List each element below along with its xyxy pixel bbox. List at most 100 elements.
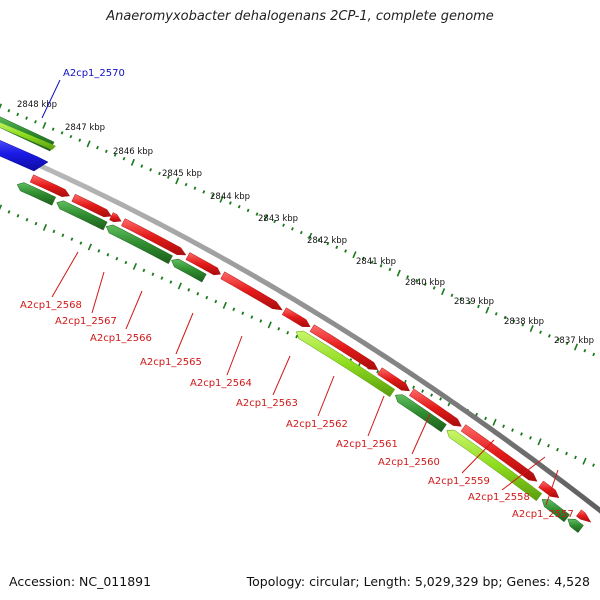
outer-tick-15: [130, 158, 135, 166]
reverse-gene-8[interactable]: [541, 499, 570, 523]
gene-leader-line-a2cp1_2562: [317, 375, 335, 417]
forward-gene-4[interactable]: [121, 218, 187, 256]
outer-tick-28: [246, 208, 250, 213]
outer-tick-24: [211, 193, 215, 198]
outer-tick-1: [7, 108, 11, 113]
inner-tick-57: [511, 428, 514, 432]
gene-label-a2cp1_2562[interactable]: A2cp1_2562: [286, 419, 348, 430]
inner-tick-20: [177, 282, 182, 290]
gene-label-a2cp1_2557[interactable]: A2cp1_2557: [512, 509, 574, 520]
outer-tick-49: [432, 286, 436, 290]
inner-tick-21: [187, 288, 191, 292]
reverse-gene-4[interactable]: [171, 258, 207, 283]
outer-tick-44: [388, 267, 392, 272]
gene-label-a2cp1_2564[interactable]: A2cp1_2564: [190, 378, 252, 389]
outer-tick-39: [344, 249, 348, 253]
forward-gene-3[interactable]: [109, 212, 122, 223]
forward-gene-6[interactable]: [220, 271, 283, 311]
gene-label-a2cp1_2565[interactable]: A2cp1_2565: [140, 357, 202, 368]
reverse-gene-7[interactable]: [446, 429, 543, 502]
gene-label-a2cp1_2563[interactable]: A2cp1_2563: [236, 398, 298, 409]
reverse-gene-2[interactable]: [56, 200, 108, 231]
inner-tick-18: [160, 276, 164, 280]
forward-gene-2[interactable]: [71, 193, 112, 218]
forward-gene-1[interactable]: [29, 174, 71, 197]
outer-tick-55: [485, 306, 490, 314]
outer-tick-23: [202, 190, 206, 194]
outer-tick-14: [122, 156, 126, 161]
kbp-label-8: 2840 kbp: [405, 278, 445, 288]
inner-tick-64: [574, 455, 577, 460]
forward-gene-11[interactable]: [460, 424, 538, 482]
kbp-label-10: 2838 kbp: [504, 317, 544, 327]
gene-label-a2cp1_2559[interactable]: A2cp1_2559: [428, 476, 490, 487]
gene-label-a2cp1_2560[interactable]: A2cp1_2560: [378, 457, 440, 468]
outer-tick-42: [370, 260, 374, 264]
inner-tick-30: [267, 321, 272, 329]
reverse-gene-6[interactable]: [394, 394, 447, 433]
inner-tick-55: [492, 418, 497, 426]
outer-tick-51: [450, 293, 454, 298]
gene-label-a2cp1_2567[interactable]: A2cp1_2567: [55, 316, 117, 327]
gene-label-a2cp1_2570[interactable]: A2cp1_2570: [63, 68, 125, 79]
forward-gene-12[interactable]: [538, 480, 560, 499]
reverse-gene-upper-highlight[interactable]: [0, 120, 56, 150]
outer-tick-10: [86, 140, 91, 148]
inner-tick-66: [592, 463, 595, 467]
outer-tick-8: [69, 134, 73, 139]
outer-tick-36: [317, 238, 321, 242]
gene-leader-line-a2cp1_2561: [367, 395, 385, 437]
gene-leader-line-a2cp1_2558: [501, 456, 546, 491]
selected-gene-a2cp1-2570[interactable]: [0, 136, 49, 172]
inner-tick-0: [0, 204, 3, 210]
kbp-label-3: 2845 kbp: [162, 169, 202, 179]
inner-tick-26: [232, 307, 236, 312]
gene-label-a2cp1_2558[interactable]: A2cp1_2558: [468, 492, 530, 503]
forward-gene-13[interactable]: [576, 509, 592, 523]
forward-gene-9[interactable]: [377, 367, 411, 392]
inner-tick-47: [421, 389, 425, 393]
outer-tick-16: [140, 164, 144, 168]
outer-tick-3: [25, 116, 29, 120]
inner-tick-42: [376, 369, 380, 374]
gene-leader-line-a2cp1_2560: [411, 413, 431, 455]
inner-tick-3: [25, 217, 29, 222]
kbp-label-9: 2839 kbp: [454, 297, 494, 307]
inner-tick-7: [61, 233, 65, 238]
outer-tick-37: [326, 241, 330, 246]
outer-tick-63: [556, 337, 560, 342]
outer-tick-54: [477, 304, 480, 309]
inner-tick-48: [430, 393, 434, 397]
forward-gene-8[interactable]: [309, 324, 379, 370]
tick-layer: [0, 103, 596, 467]
forward-gene-10[interactable]: [409, 388, 462, 427]
inner-tick-53: [475, 412, 479, 417]
kbp-label-11: 2837 kbp: [554, 336, 594, 346]
gene-label-a2cp1_2568[interactable]: A2cp1_2568: [20, 300, 82, 311]
outer-tick-11: [96, 145, 99, 150]
outer-tick-61: [539, 330, 542, 334]
inner-tick-8: [70, 237, 74, 241]
outer-tick-40: [352, 251, 357, 259]
gene-label-a2cp1_2561[interactable]: A2cp1_2561: [336, 439, 398, 450]
gene-label-a2cp1_2566[interactable]: A2cp1_2566: [90, 333, 152, 344]
inner-tick-62: [556, 447, 559, 452]
gene-leader-line-a2cp1_2564: [226, 335, 243, 376]
forward-gene-7[interactable]: [281, 307, 311, 328]
inner-tick-31: [277, 327, 281, 331]
forward-gene-5[interactable]: [185, 252, 221, 276]
inner-tick-56: [502, 424, 506, 428]
outer-tick-9: [78, 138, 82, 142]
inner-tick-25: [222, 301, 227, 309]
reverse-gene-5[interactable]: [295, 330, 396, 398]
kbp-label-layer: 2848 kbp 2847 kbp 2846 kbp 2845 kbp 2844 kbp…: [17, 100, 594, 346]
inner-tick-2: [16, 214, 20, 218]
outer-tick-7: [60, 131, 64, 135]
reverse-gene-1[interactable]: [16, 182, 57, 206]
outer-tick-52: [459, 297, 463, 301]
reverse-gene-9[interactable]: [567, 518, 584, 533]
reverse-gene-3[interactable]: [105, 224, 173, 265]
outer-tick-66: [583, 348, 587, 353]
